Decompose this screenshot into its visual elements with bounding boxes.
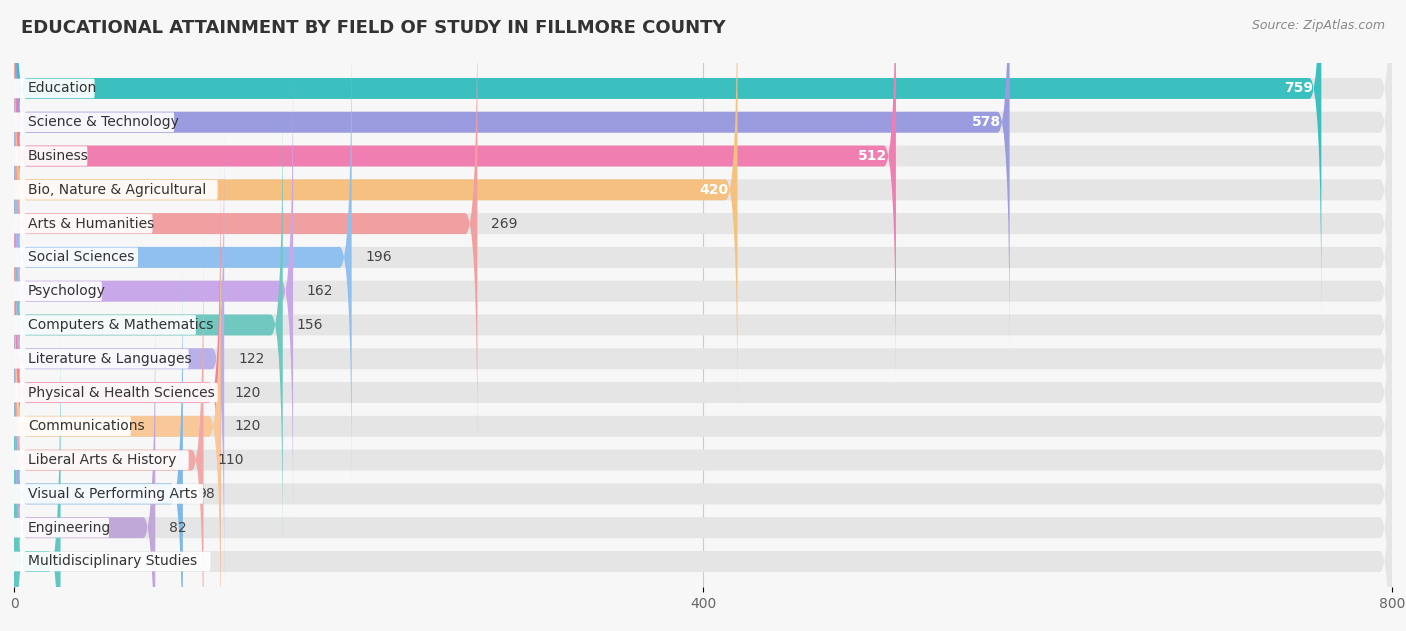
FancyBboxPatch shape xyxy=(14,0,1322,314)
FancyBboxPatch shape xyxy=(14,167,1392,618)
Text: 156: 156 xyxy=(297,318,323,332)
Text: 122: 122 xyxy=(238,351,264,366)
FancyBboxPatch shape xyxy=(14,32,1392,483)
FancyBboxPatch shape xyxy=(8,315,195,335)
FancyBboxPatch shape xyxy=(8,214,152,233)
FancyBboxPatch shape xyxy=(8,79,94,98)
FancyBboxPatch shape xyxy=(14,0,1010,348)
FancyBboxPatch shape xyxy=(8,416,131,436)
FancyBboxPatch shape xyxy=(14,0,896,382)
FancyBboxPatch shape xyxy=(14,302,1392,631)
FancyBboxPatch shape xyxy=(8,518,110,538)
Text: Business: Business xyxy=(28,149,89,163)
FancyBboxPatch shape xyxy=(8,551,211,571)
Text: 578: 578 xyxy=(972,115,1001,129)
Text: 98: 98 xyxy=(197,487,214,501)
Text: 82: 82 xyxy=(169,521,187,534)
FancyBboxPatch shape xyxy=(14,200,221,631)
FancyBboxPatch shape xyxy=(14,99,1392,551)
FancyBboxPatch shape xyxy=(14,234,204,631)
FancyBboxPatch shape xyxy=(8,349,188,369)
Text: Science & Technology: Science & Technology xyxy=(28,115,179,129)
Text: Computers & Mathematics: Computers & Mathematics xyxy=(28,318,214,332)
Text: 196: 196 xyxy=(366,251,392,264)
FancyBboxPatch shape xyxy=(14,336,1392,631)
FancyBboxPatch shape xyxy=(14,0,1392,450)
FancyBboxPatch shape xyxy=(8,451,188,470)
FancyBboxPatch shape xyxy=(14,99,283,551)
Text: Education: Education xyxy=(28,81,97,95)
Text: 269: 269 xyxy=(491,216,517,230)
Text: EDUCATIONAL ATTAINMENT BY FIELD OF STUDY IN FILLMORE COUNTY: EDUCATIONAL ATTAINMENT BY FIELD OF STUDY… xyxy=(21,19,725,37)
FancyBboxPatch shape xyxy=(14,0,738,416)
FancyBboxPatch shape xyxy=(14,65,292,517)
Text: 120: 120 xyxy=(235,420,262,433)
FancyBboxPatch shape xyxy=(14,200,1392,631)
FancyBboxPatch shape xyxy=(14,32,352,483)
Text: Physical & Health Sciences: Physical & Health Sciences xyxy=(28,386,215,399)
Text: Communications: Communications xyxy=(28,420,145,433)
FancyBboxPatch shape xyxy=(8,112,174,132)
Text: Social Sciences: Social Sciences xyxy=(28,251,134,264)
FancyBboxPatch shape xyxy=(14,302,155,631)
FancyBboxPatch shape xyxy=(8,146,87,166)
Text: Multidisciplinary Studies: Multidisciplinary Studies xyxy=(28,555,197,569)
Text: 27: 27 xyxy=(75,555,91,569)
FancyBboxPatch shape xyxy=(8,247,138,267)
FancyBboxPatch shape xyxy=(14,133,1392,585)
Text: 512: 512 xyxy=(858,149,887,163)
FancyBboxPatch shape xyxy=(8,281,101,301)
FancyBboxPatch shape xyxy=(14,0,478,450)
FancyBboxPatch shape xyxy=(8,484,204,504)
Text: Liberal Arts & History: Liberal Arts & History xyxy=(28,453,176,467)
FancyBboxPatch shape xyxy=(14,133,224,585)
Text: Visual & Performing Arts: Visual & Performing Arts xyxy=(28,487,197,501)
FancyBboxPatch shape xyxy=(8,180,218,199)
FancyBboxPatch shape xyxy=(14,0,1392,348)
Text: 110: 110 xyxy=(218,453,243,467)
Text: 420: 420 xyxy=(700,183,728,197)
Text: 162: 162 xyxy=(307,284,333,298)
Text: Bio, Nature & Agricultural: Bio, Nature & Agricultural xyxy=(28,183,207,197)
FancyBboxPatch shape xyxy=(14,0,1392,416)
Text: Literature & Languages: Literature & Languages xyxy=(28,351,191,366)
Text: Psychology: Psychology xyxy=(28,284,105,298)
FancyBboxPatch shape xyxy=(8,383,218,403)
Text: Engineering: Engineering xyxy=(28,521,111,534)
FancyBboxPatch shape xyxy=(14,234,1392,631)
Text: Arts & Humanities: Arts & Humanities xyxy=(28,216,155,230)
FancyBboxPatch shape xyxy=(14,0,1392,314)
FancyBboxPatch shape xyxy=(14,336,60,631)
FancyBboxPatch shape xyxy=(14,268,1392,631)
FancyBboxPatch shape xyxy=(14,167,221,618)
FancyBboxPatch shape xyxy=(14,0,1392,382)
Text: 120: 120 xyxy=(235,386,262,399)
FancyBboxPatch shape xyxy=(14,65,1392,517)
FancyBboxPatch shape xyxy=(14,268,183,631)
Text: Source: ZipAtlas.com: Source: ZipAtlas.com xyxy=(1251,19,1385,32)
Text: 759: 759 xyxy=(1284,81,1313,95)
